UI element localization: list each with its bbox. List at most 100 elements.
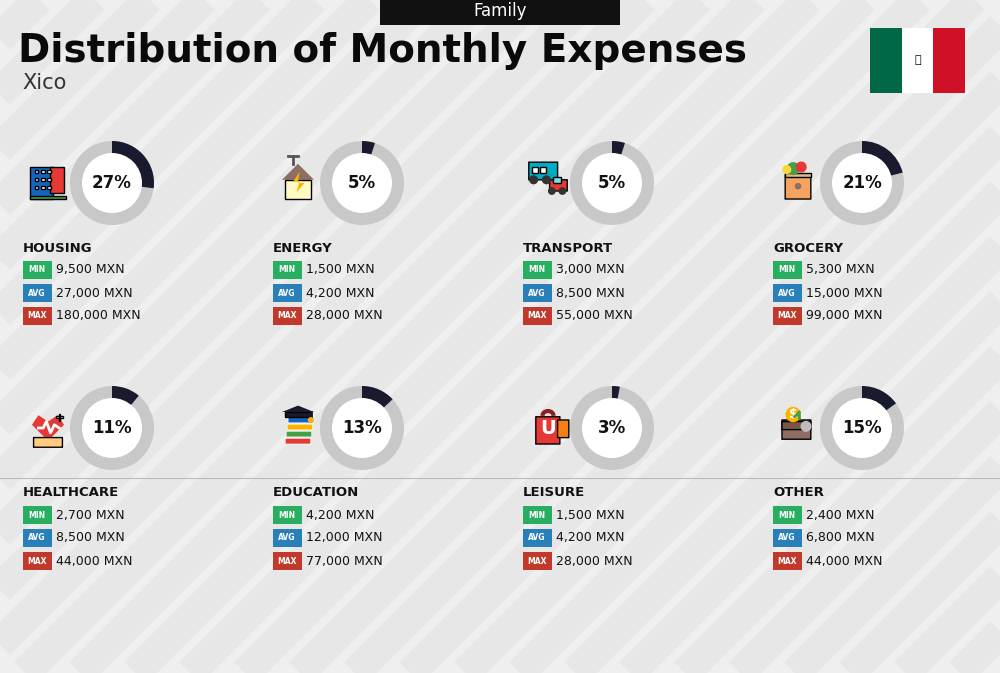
Text: 5%: 5%: [598, 174, 626, 192]
Text: MIN: MIN: [528, 266, 546, 275]
Text: Distribution of Monthly Expenses: Distribution of Monthly Expenses: [18, 32, 747, 70]
Circle shape: [70, 386, 154, 470]
Circle shape: [549, 188, 555, 194]
FancyBboxPatch shape: [22, 529, 52, 547]
Text: 5%: 5%: [348, 174, 376, 192]
Circle shape: [570, 386, 654, 470]
FancyBboxPatch shape: [772, 506, 802, 524]
Text: 55,000 MXN: 55,000 MXN: [556, 310, 633, 322]
FancyBboxPatch shape: [288, 417, 314, 423]
FancyBboxPatch shape: [772, 261, 802, 279]
Text: 12,000 MXN: 12,000 MXN: [306, 532, 382, 544]
Text: 77,000 MXN: 77,000 MXN: [306, 555, 383, 567]
FancyBboxPatch shape: [286, 431, 312, 437]
Text: MAX: MAX: [27, 312, 47, 320]
FancyBboxPatch shape: [285, 438, 311, 444]
Text: 44,000 MXN: 44,000 MXN: [806, 555, 883, 567]
FancyBboxPatch shape: [56, 417, 63, 419]
Text: 4,200 MXN: 4,200 MXN: [306, 509, 374, 522]
FancyBboxPatch shape: [870, 28, 902, 93]
Text: MAX: MAX: [277, 557, 297, 565]
Wedge shape: [112, 141, 154, 188]
Text: MAX: MAX: [527, 557, 547, 565]
Text: 21%: 21%: [842, 174, 882, 192]
Polygon shape: [282, 406, 314, 412]
FancyBboxPatch shape: [22, 552, 52, 570]
FancyBboxPatch shape: [522, 261, 552, 279]
Text: 15%: 15%: [842, 419, 882, 437]
FancyBboxPatch shape: [902, 28, 933, 93]
FancyBboxPatch shape: [522, 529, 552, 547]
Text: AVG: AVG: [778, 534, 796, 542]
FancyBboxPatch shape: [536, 417, 560, 444]
FancyBboxPatch shape: [522, 552, 552, 570]
Text: AVG: AVG: [278, 534, 296, 542]
Text: U: U: [540, 419, 556, 437]
FancyBboxPatch shape: [522, 506, 552, 524]
Text: 28,000 MXN: 28,000 MXN: [556, 555, 633, 567]
FancyBboxPatch shape: [380, 0, 620, 25]
Text: MAX: MAX: [527, 312, 547, 320]
FancyBboxPatch shape: [522, 307, 552, 325]
FancyBboxPatch shape: [553, 177, 561, 183]
Text: 15,000 MXN: 15,000 MXN: [806, 287, 883, 299]
Text: MAX: MAX: [777, 557, 797, 565]
Text: 5,300 MXN: 5,300 MXN: [806, 264, 875, 277]
Text: 3%: 3%: [598, 419, 626, 437]
Wedge shape: [862, 141, 903, 183]
FancyBboxPatch shape: [35, 186, 38, 189]
Text: 27%: 27%: [92, 174, 132, 192]
Circle shape: [320, 141, 404, 225]
Text: AVG: AVG: [528, 289, 546, 297]
FancyBboxPatch shape: [285, 412, 311, 417]
FancyBboxPatch shape: [532, 167, 538, 174]
Wedge shape: [362, 141, 375, 183]
FancyBboxPatch shape: [41, 186, 45, 189]
Text: 8,500 MXN: 8,500 MXN: [556, 287, 625, 299]
Circle shape: [787, 163, 799, 174]
FancyBboxPatch shape: [22, 506, 52, 524]
Text: 28,000 MXN: 28,000 MXN: [306, 310, 383, 322]
FancyBboxPatch shape: [22, 261, 52, 279]
Circle shape: [582, 153, 642, 213]
Text: 4,200 MXN: 4,200 MXN: [306, 287, 374, 299]
Text: MAX: MAX: [277, 312, 297, 320]
Text: MIN: MIN: [778, 511, 796, 520]
FancyBboxPatch shape: [287, 424, 313, 430]
Circle shape: [570, 141, 654, 225]
Wedge shape: [612, 386, 620, 428]
FancyBboxPatch shape: [782, 420, 811, 439]
Text: EDUCATION: EDUCATION: [273, 487, 359, 499]
Circle shape: [795, 184, 801, 188]
Text: AVG: AVG: [778, 289, 796, 297]
Text: AVG: AVG: [528, 534, 546, 542]
FancyBboxPatch shape: [41, 170, 45, 174]
FancyBboxPatch shape: [272, 552, 302, 570]
Text: $: $: [789, 408, 798, 421]
Text: MIN: MIN: [778, 266, 796, 275]
Text: 1,500 MXN: 1,500 MXN: [306, 264, 375, 277]
Circle shape: [582, 398, 642, 458]
FancyBboxPatch shape: [772, 284, 802, 302]
FancyBboxPatch shape: [22, 284, 52, 302]
Circle shape: [543, 176, 550, 184]
Wedge shape: [612, 141, 625, 183]
Circle shape: [309, 418, 313, 422]
Text: 99,000 MXN: 99,000 MXN: [806, 310, 883, 322]
FancyBboxPatch shape: [772, 529, 802, 547]
Circle shape: [820, 386, 904, 470]
FancyBboxPatch shape: [782, 421, 811, 429]
Text: HOUSING: HOUSING: [23, 242, 93, 254]
Text: 6,800 MXN: 6,800 MXN: [806, 532, 875, 544]
Polygon shape: [293, 172, 304, 192]
Text: ENERGY: ENERGY: [273, 242, 333, 254]
FancyBboxPatch shape: [272, 529, 302, 547]
Text: 🦅: 🦅: [914, 55, 921, 65]
Circle shape: [70, 141, 154, 225]
Text: MAX: MAX: [777, 312, 797, 320]
Circle shape: [832, 153, 892, 213]
Wedge shape: [112, 386, 139, 428]
Text: AVG: AVG: [28, 534, 46, 542]
FancyBboxPatch shape: [558, 420, 569, 437]
FancyBboxPatch shape: [35, 178, 38, 182]
